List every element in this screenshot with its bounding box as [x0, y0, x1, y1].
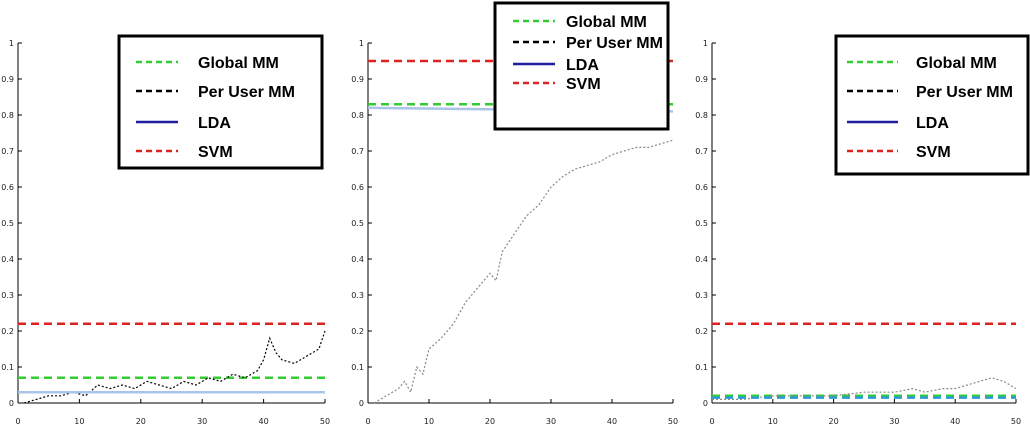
- y-tick-label: 0.7: [1, 147, 14, 156]
- x-tick-label: 0: [709, 417, 714, 426]
- y-tick-label: 0.8: [351, 111, 364, 120]
- x-tick-label: 50: [1011, 417, 1021, 426]
- legend-box: [493, 1, 670, 131]
- chart-panel-1: 00.10.20.30.40.50.60.70.80.910 10 20 30 40 50…: [1, 34, 330, 426]
- y-tick-label: 0.7: [695, 147, 708, 156]
- legend-label: SVM: [916, 144, 951, 161]
- x-tick-label: 40: [607, 417, 617, 426]
- chart-panel-3: 00.10.20.30.40.50.60.70.80.910 10 20 30 40 50…: [695, 34, 1030, 426]
- legend-label: LDA: [198, 115, 231, 132]
- y-tick-label: 0.8: [695, 111, 708, 120]
- legend: Global MM Per User MM LDA SVM: [834, 34, 1030, 176]
- y-tick-label: 0.1: [351, 363, 364, 372]
- legend-label: Per User MM: [916, 84, 1013, 101]
- legend-box: [117, 34, 324, 170]
- y-tick-label: 0.8: [1, 111, 14, 120]
- y-tick-label: 0: [703, 399, 708, 408]
- series-line-per-user-mm: [373, 139, 674, 404]
- y-tick-label: 0.4: [351, 255, 364, 264]
- y-tick-label: 0.6: [351, 183, 364, 192]
- y-tick-label: 0.4: [1, 255, 14, 264]
- y-tick-label: 0.1: [1, 363, 14, 372]
- legend: Global MM Per User MM LDA SVM: [493, 1, 670, 131]
- y-tick-label: 1: [703, 39, 708, 48]
- y-tick-label: 0.9: [1, 75, 14, 84]
- x-tick-label: 10: [424, 417, 434, 426]
- y-tick-label: 1: [9, 39, 14, 48]
- legend-label: Global MM: [566, 14, 647, 31]
- y-tick-label: 0.7: [351, 147, 364, 156]
- x-tick-label: 40: [259, 417, 269, 426]
- y-tick-label: 0: [9, 399, 14, 408]
- y-tick-label: 0.1: [695, 363, 708, 372]
- x-tick-label: 0: [365, 417, 370, 426]
- y-tick-label: 0.2: [695, 327, 708, 336]
- x-tick-label: 30: [889, 417, 899, 426]
- x-tick-label: 30: [546, 417, 556, 426]
- x-tick-label: 40: [950, 417, 960, 426]
- legend-label: Per User MM: [566, 35, 663, 52]
- x-tick-label: 20: [485, 417, 495, 426]
- x-tick-label: 20: [829, 417, 839, 426]
- legend-label: LDA: [916, 115, 949, 132]
- y-tick-label: 0.3: [695, 291, 708, 300]
- legend-label: Per User MM: [198, 84, 295, 101]
- y-tick-label: 0.5: [695, 219, 708, 228]
- y-tick-label: 0.5: [351, 219, 364, 228]
- y-tick-label: 0.4: [695, 255, 708, 264]
- y-tick-label: 1: [359, 39, 364, 48]
- x-tick-label: 10: [74, 417, 84, 426]
- y-tick-label: 0: [359, 399, 364, 408]
- legend-label: LDA: [566, 57, 599, 74]
- x-tick-label: 20: [136, 417, 146, 426]
- x-tick-label: 10: [768, 417, 778, 426]
- y-tick-label: 0.5: [1, 219, 14, 228]
- legend: Global MM Per User MM LDA SVM: [117, 34, 324, 170]
- x-tick-label: 0: [15, 417, 20, 426]
- y-tick-label: 0.6: [695, 183, 708, 192]
- x-tick-label: 30: [197, 417, 207, 426]
- y-tick-label: 0.3: [351, 291, 364, 300]
- y-tick-label: 0.3: [1, 291, 14, 300]
- legend-label: SVM: [198, 144, 233, 161]
- series-line-per-user-mm: [712, 377, 1017, 400]
- legend-label: Global MM: [198, 55, 279, 72]
- chart-panel-2: 00.10.20.30.40.50.60.70.80.910 10 20 30 40 50…: [351, 1, 678, 426]
- legend-label: SVM: [566, 76, 601, 93]
- y-tick-label: 0.6: [1, 183, 14, 192]
- legend-label: Global MM: [916, 55, 997, 72]
- y-tick-label: 0.9: [695, 75, 708, 84]
- y-tick-label: 0.2: [351, 327, 364, 336]
- y-tick-label: 0.2: [1, 327, 14, 336]
- y-tick-label: 0.9: [351, 75, 364, 84]
- series-line-per-user-mm: [23, 330, 326, 404]
- x-tick-label: 50: [668, 417, 678, 426]
- x-tick-label: 50: [320, 417, 330, 426]
